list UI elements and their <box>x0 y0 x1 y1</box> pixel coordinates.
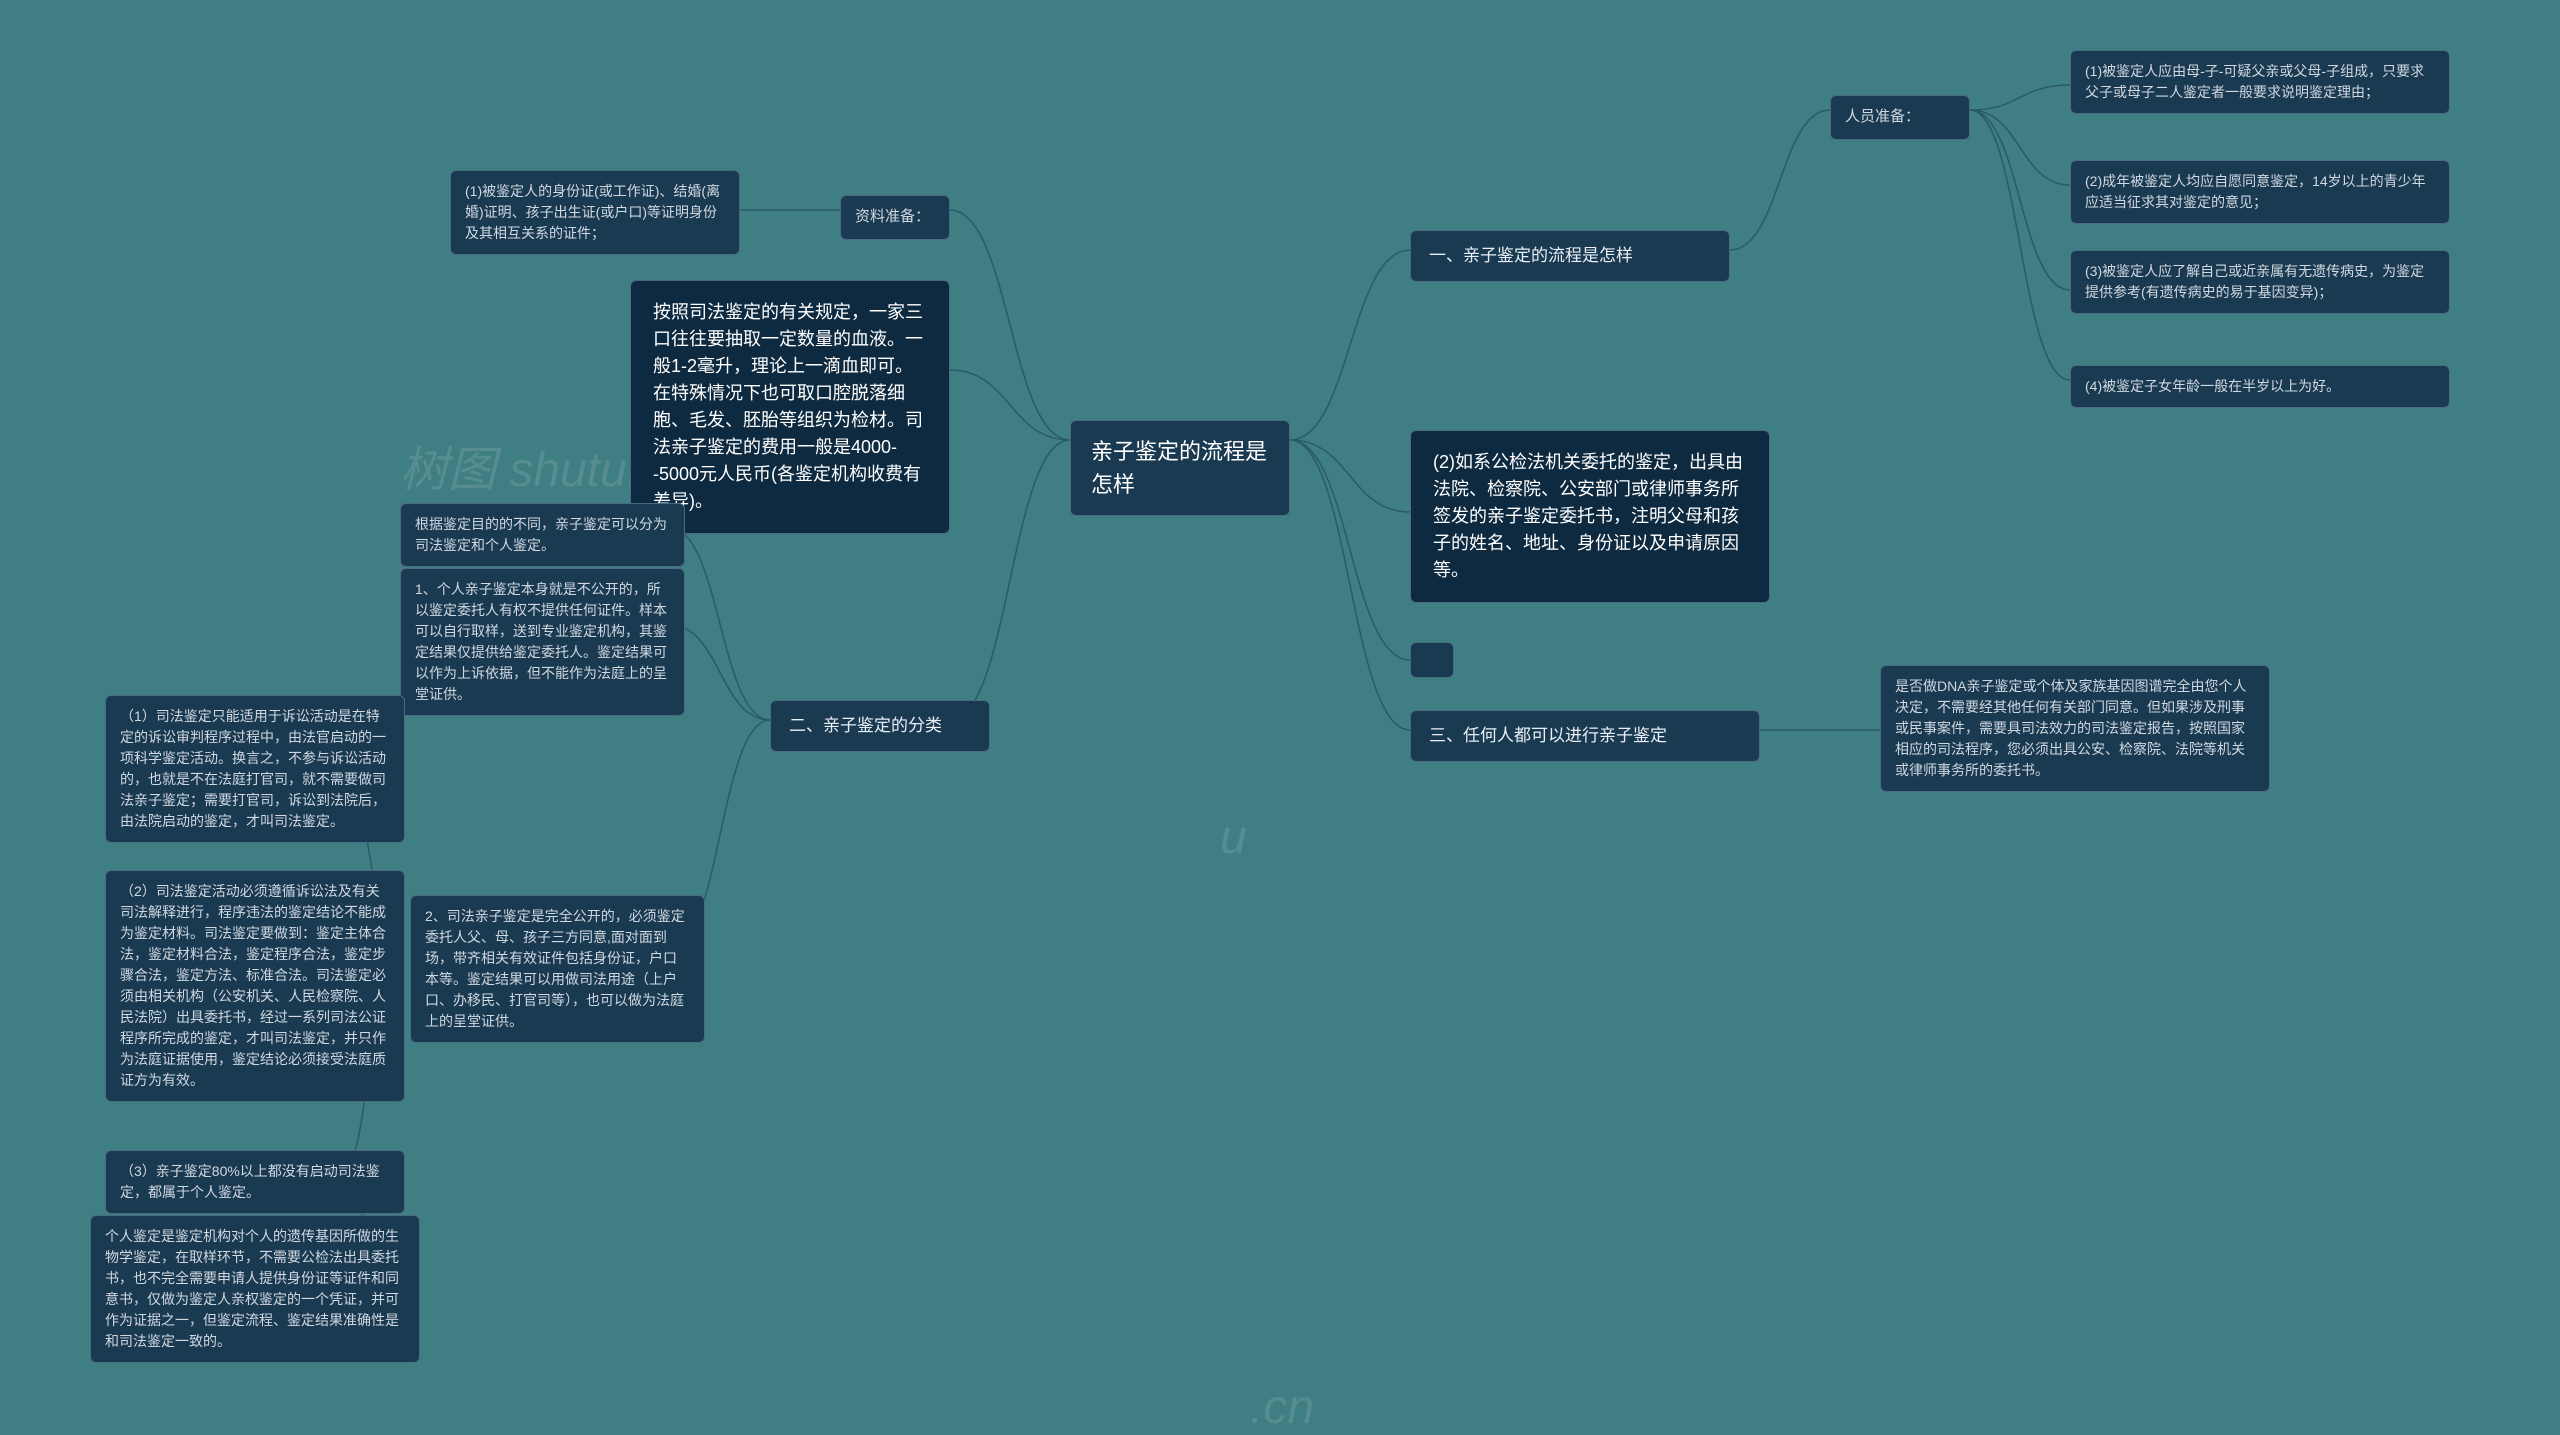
branch-2-sub3-detail: 个人鉴定是鉴定机构对个人的遗传基因所做的生物学鉴定，在取样环节，不需要公检法出具… <box>90 1215 420 1363</box>
branch-2-item2: 2、司法亲子鉴定是完全公开的，必须鉴定委托人父、母、孩子三方同意,面对面到场，带… <box>410 895 705 1043</box>
empty-node <box>1410 642 1454 678</box>
branch-1-item: (3)被鉴定人应了解自己或近亲属有无遗传病史，为鉴定提供参考(有遗传病史的易于基… <box>2070 250 2450 314</box>
branch-1-item: (4)被鉴定子女年龄一般在半岁以上为好。 <box>2070 365 2450 408</box>
branch-2-sub3: （3）亲子鉴定80%以上都没有启动司法鉴定，都属于个人鉴定。 <box>105 1150 405 1214</box>
branch-2-intro: 根据鉴定目的的不同，亲子鉴定可以分为司法鉴定和个人鉴定。 <box>400 503 685 567</box>
branch-2-sub2: （2）司法鉴定活动必须遵循诉讼法及有关司法解释进行，程序违法的鉴定结论不能成为鉴… <box>105 870 405 1102</box>
right-note: (2)如系公检法机关委托的鉴定，出具由法院、检察院、公安部门或律师事务所签发的亲… <box>1410 430 1770 603</box>
branch-1-item: (2)成年被鉴定人均应自愿同意鉴定，14岁以上的青少年应适当征求其对鉴定的意见； <box>2070 160 2450 224</box>
root-node: 亲子鉴定的流程是怎样 <box>1070 420 1290 516</box>
branch-2-item1: 1、个人亲子鉴定本身就是不公开的，所以鉴定委托人有权不提供任何证件。样本可以自行… <box>400 568 685 716</box>
branch-1-item: (1)被鉴定人应由母-子-可疑父亲或父母-子组成，只要求父子或母子二人鉴定者一般… <box>2070 50 2450 114</box>
branch-2-sub1: （1）司法鉴定只能适用于诉讼活动是在特定的诉讼审判程序过程中，由法官启动的一项科… <box>105 695 405 843</box>
watermark: u <box>1220 810 1247 865</box>
branch-1-sub: 人员准备： <box>1830 95 1970 140</box>
branch-1-title: 一、亲子鉴定的流程是怎样 <box>1410 230 1730 282</box>
branch-3-title: 三、任何人都可以进行亲子鉴定 <box>1410 710 1760 762</box>
left-top-big: 按照司法鉴定的有关规定，一家三口往往要抽取一定数量的血液。一般1-2毫升，理论上… <box>630 280 950 534</box>
left-top-item: (1)被鉴定人的身份证(或工作证)、结婚(离婚)证明、孩子出生证(或户口)等证明… <box>450 170 740 255</box>
branch-3-text: 是否做DNA亲子鉴定或个体及家族基因图谱完全由您个人决定，不需要经其他任何有关部… <box>1880 665 2270 792</box>
watermark: .cn <box>1250 1380 1314 1435</box>
branch-2-title: 二、亲子鉴定的分类 <box>770 700 990 752</box>
left-top-sub: 资料准备： <box>840 195 950 240</box>
